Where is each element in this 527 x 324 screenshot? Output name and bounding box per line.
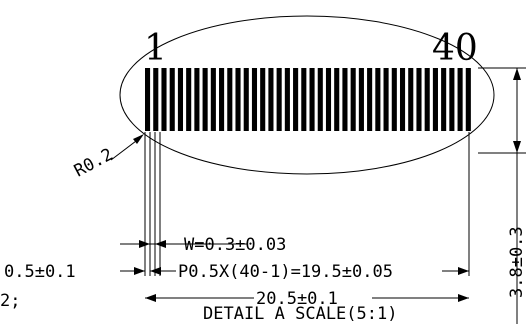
offset-label: 0.5±0.1 (4, 262, 76, 282)
contact-pin (301, 68, 307, 131)
cut-off-text: 2; (0, 291, 20, 311)
contact-pin (325, 68, 332, 131)
contact-pin (169, 68, 175, 131)
contact-pin (432, 68, 438, 131)
contact-pin (399, 68, 406, 131)
overall-arrow-left (145, 294, 156, 302)
radius-label: R0.2 (71, 145, 117, 182)
height-arrow-bottom (513, 141, 521, 153)
contact-pin (367, 68, 373, 131)
contact-pin (350, 68, 356, 131)
contact-pin (391, 68, 397, 131)
overall-label: 20.5±0.1 (256, 289, 338, 309)
height-label: 3.8±0.3 (507, 226, 527, 298)
contact-pin (309, 68, 315, 131)
pitch-arrow-right (458, 267, 469, 275)
contact-pin (293, 68, 299, 131)
contact-pin (251, 68, 258, 131)
contact-pin (243, 68, 249, 131)
contact-pin (449, 68, 455, 131)
contact-pin (276, 68, 282, 131)
contact-pin (235, 68, 241, 131)
contact-pin (145, 68, 151, 131)
width-arrow-right (155, 240, 166, 248)
radius-arrowhead (133, 134, 144, 144)
contact-pin (260, 68, 266, 131)
contact-pin (161, 68, 167, 131)
contact-pin (342, 68, 348, 131)
pin-first-label: 1 (144, 28, 167, 69)
pin-last-label: 40 (432, 28, 478, 69)
pitch-label-bg (176, 258, 442, 278)
detail-ellipse (119, 15, 495, 175)
contact-pin (317, 68, 323, 131)
contact-pin (186, 68, 192, 131)
overall-label-bg (254, 285, 372, 305)
contact-pin (375, 68, 381, 131)
contact-pin (334, 68, 340, 131)
contact-pin (408, 68, 414, 131)
contact-pin (227, 68, 233, 131)
contact-pins (145, 68, 471, 131)
height-arrow-top (513, 68, 521, 80)
contact-pin (268, 68, 274, 131)
contact-pin (177, 68, 183, 131)
contact-pin (383, 68, 389, 131)
width-arrow-left (139, 240, 150, 248)
contact-pin (416, 68, 422, 131)
detail-caption: DETAIL A SCALE(5:1) (203, 304, 397, 324)
contact-pin (219, 68, 225, 131)
width-label: W=0.3±0.03 (184, 235, 286, 255)
contact-pin (202, 68, 208, 131)
contact-pin (153, 68, 159, 131)
contact-pin (457, 68, 463, 131)
contact-pin (194, 68, 200, 131)
overall-arrow-right (458, 294, 469, 302)
pitch-label: P0.5X(40-1)=19.5±0.05 (178, 262, 393, 282)
offset-arrow (134, 267, 145, 275)
contact-pin (210, 68, 216, 131)
contact-pin (424, 68, 430, 131)
pitch-arrow-left (150, 267, 161, 275)
contact-pin (441, 68, 447, 131)
contact-pin (465, 68, 471, 131)
contact-pin (284, 68, 290, 131)
contact-pin (358, 68, 364, 131)
